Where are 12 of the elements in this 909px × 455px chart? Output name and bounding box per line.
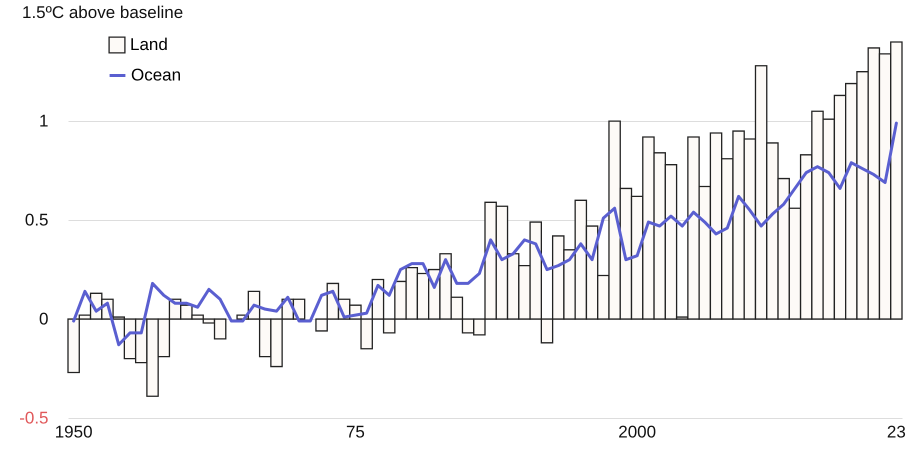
x-tick-label: 2000 xyxy=(618,422,656,442)
y-tick-label: 0 xyxy=(39,310,48,329)
y-tick-label: 1 xyxy=(39,112,48,131)
y-tick-label: 0.5 xyxy=(24,210,48,230)
chart-title: 1.5ºC above baseline xyxy=(22,3,184,22)
legend-label: Land xyxy=(130,35,168,54)
legend-label: Ocean xyxy=(131,66,182,84)
y-tick-label: -0.5 xyxy=(19,408,48,428)
line-series xyxy=(72,122,898,346)
x-tick-label: 1950 xyxy=(54,422,93,442)
x-tick-label: 23 xyxy=(886,422,906,442)
x-tick-label: 75 xyxy=(346,422,365,442)
